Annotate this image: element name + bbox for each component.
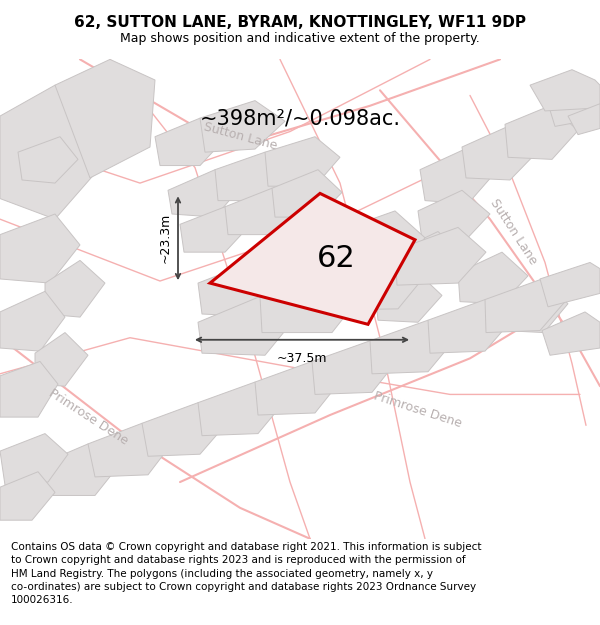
Polygon shape (272, 169, 342, 217)
Text: Map shows position and indicative extent of the property.: Map shows position and indicative extent… (120, 31, 480, 44)
Text: Primrose Dene: Primrose Dene (46, 387, 130, 448)
Polygon shape (420, 149, 495, 204)
Polygon shape (215, 152, 290, 201)
Polygon shape (500, 281, 568, 332)
Polygon shape (0, 361, 58, 417)
Polygon shape (255, 361, 338, 415)
Polygon shape (548, 85, 600, 126)
Polygon shape (55, 59, 155, 178)
Polygon shape (312, 341, 395, 394)
Text: ~37.5m: ~37.5m (277, 352, 327, 365)
Polygon shape (428, 299, 510, 353)
Polygon shape (35, 444, 118, 496)
Polygon shape (0, 472, 55, 520)
Text: 62, SUTTON LANE, BYRAM, KNOTTINGLEY, WF11 9DP: 62, SUTTON LANE, BYRAM, KNOTTINGLEY, WF1… (74, 15, 526, 30)
Text: ~23.3m: ~23.3m (159, 213, 172, 263)
Polygon shape (418, 190, 490, 242)
Polygon shape (370, 320, 452, 374)
Polygon shape (35, 332, 88, 386)
Polygon shape (262, 234, 360, 293)
Polygon shape (210, 193, 415, 324)
Polygon shape (485, 279, 565, 332)
Polygon shape (375, 272, 442, 322)
Polygon shape (505, 106, 578, 159)
Polygon shape (18, 137, 78, 183)
Polygon shape (45, 261, 105, 317)
Text: Primrose Dene: Primrose Dene (373, 389, 464, 430)
Polygon shape (0, 85, 100, 219)
Polygon shape (155, 118, 225, 166)
Polygon shape (198, 296, 292, 355)
Polygon shape (462, 126, 538, 180)
Polygon shape (458, 252, 528, 304)
Text: ~398m²/~0.098ac.: ~398m²/~0.098ac. (199, 108, 401, 128)
Polygon shape (88, 423, 170, 477)
Polygon shape (265, 137, 340, 186)
Polygon shape (395, 228, 486, 285)
Polygon shape (0, 434, 68, 485)
Text: Sutton Lane: Sutton Lane (202, 121, 278, 152)
Polygon shape (542, 312, 600, 355)
Polygon shape (328, 211, 425, 271)
Polygon shape (530, 69, 600, 111)
Polygon shape (198, 258, 295, 317)
Polygon shape (225, 188, 296, 234)
Polygon shape (540, 262, 600, 307)
Polygon shape (260, 272, 358, 332)
Polygon shape (395, 231, 462, 281)
Polygon shape (0, 291, 65, 351)
Text: Contains OS data © Crown copyright and database right 2021. This information is : Contains OS data © Crown copyright and d… (11, 542, 481, 605)
Polygon shape (568, 104, 600, 134)
Text: Sutton Lane: Sutton Lane (487, 196, 539, 267)
Polygon shape (198, 382, 282, 436)
Polygon shape (142, 402, 225, 456)
Polygon shape (200, 101, 285, 152)
Polygon shape (0, 214, 80, 283)
Polygon shape (328, 250, 425, 310)
Polygon shape (168, 169, 238, 217)
Text: 62: 62 (317, 244, 356, 272)
Polygon shape (180, 207, 248, 252)
